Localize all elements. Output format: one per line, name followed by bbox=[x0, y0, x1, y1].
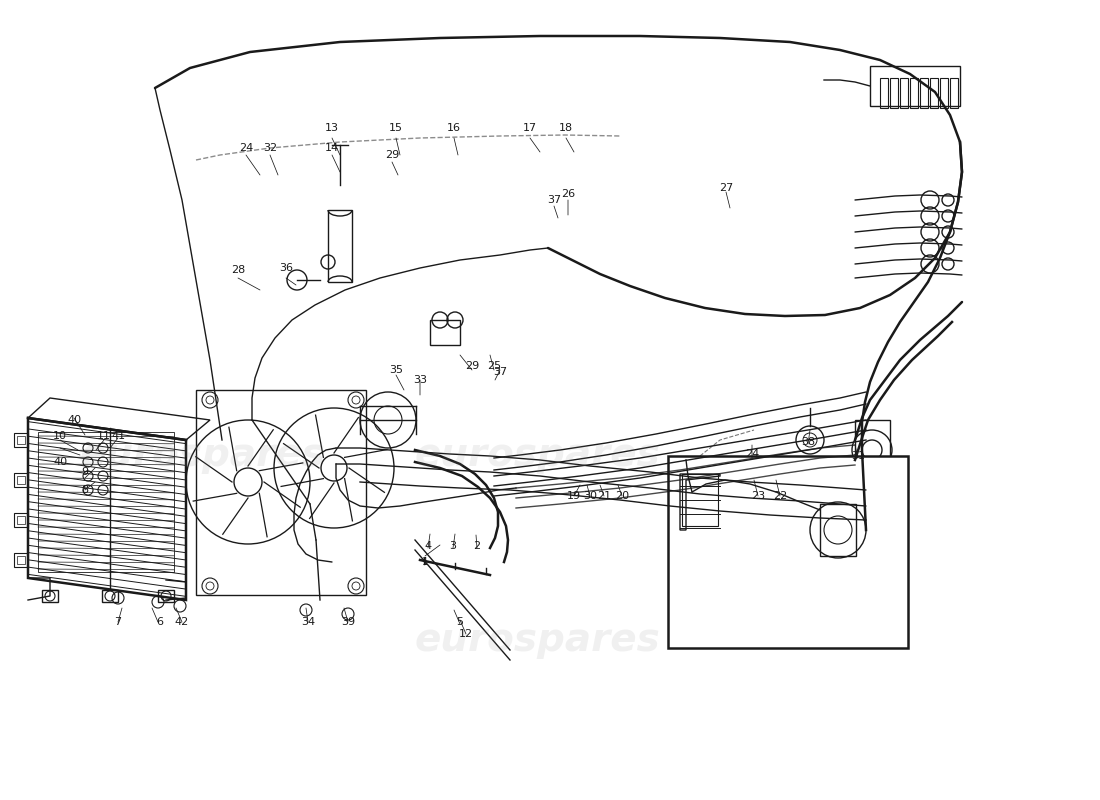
Bar bbox=[16, 516, 25, 524]
Bar bbox=[900, 78, 908, 108]
Bar bbox=[328, 210, 352, 282]
Text: eurospares: eurospares bbox=[415, 436, 661, 474]
Bar bbox=[42, 590, 58, 602]
Text: 3: 3 bbox=[450, 541, 456, 551]
Bar bbox=[910, 78, 918, 108]
Bar bbox=[920, 78, 928, 108]
Text: 31: 31 bbox=[851, 451, 865, 461]
Text: 33: 33 bbox=[412, 375, 427, 385]
Bar bbox=[940, 78, 948, 108]
Text: 12: 12 bbox=[459, 629, 473, 639]
Text: 4: 4 bbox=[425, 541, 431, 551]
Text: 20: 20 bbox=[615, 491, 629, 501]
Text: 15: 15 bbox=[389, 123, 403, 133]
Text: 39: 39 bbox=[341, 617, 355, 627]
Text: 34: 34 bbox=[301, 617, 315, 627]
Text: 16: 16 bbox=[447, 123, 461, 133]
Bar bbox=[682, 474, 718, 526]
Text: 8: 8 bbox=[81, 485, 89, 495]
Bar bbox=[16, 436, 25, 444]
Text: 42: 42 bbox=[175, 617, 189, 627]
Bar bbox=[950, 78, 958, 108]
Text: 32: 32 bbox=[263, 143, 277, 153]
Text: 9: 9 bbox=[81, 467, 89, 477]
Bar bbox=[930, 78, 938, 108]
Text: 23: 23 bbox=[751, 491, 766, 501]
Text: 2: 2 bbox=[473, 541, 481, 551]
Text: 10: 10 bbox=[53, 431, 67, 441]
Text: 29: 29 bbox=[385, 150, 399, 160]
Bar bbox=[855, 420, 890, 480]
Text: 13: 13 bbox=[324, 123, 339, 133]
Text: 30: 30 bbox=[583, 491, 597, 501]
Text: 21: 21 bbox=[597, 491, 612, 501]
Bar bbox=[820, 504, 856, 556]
Text: 37: 37 bbox=[547, 195, 561, 205]
Bar bbox=[102, 590, 118, 602]
Text: 25: 25 bbox=[487, 361, 502, 371]
Text: 17: 17 bbox=[522, 123, 537, 133]
Bar bbox=[158, 590, 174, 602]
Bar bbox=[14, 553, 28, 567]
Bar bbox=[16, 556, 25, 564]
Text: 28: 28 bbox=[231, 265, 245, 275]
Text: 5: 5 bbox=[456, 617, 463, 627]
Text: 40: 40 bbox=[53, 457, 67, 467]
Bar bbox=[14, 513, 28, 527]
Bar bbox=[14, 473, 28, 487]
Text: 22: 22 bbox=[773, 491, 788, 501]
Text: 27: 27 bbox=[719, 183, 733, 193]
Bar bbox=[668, 456, 907, 648]
Text: 6: 6 bbox=[156, 617, 164, 627]
Text: eurospares: eurospares bbox=[80, 436, 326, 474]
Text: 11: 11 bbox=[97, 431, 111, 441]
Bar bbox=[870, 66, 960, 106]
Text: 38: 38 bbox=[801, 437, 815, 447]
Text: 40: 40 bbox=[67, 415, 81, 425]
Text: 26: 26 bbox=[561, 189, 575, 199]
Bar bbox=[430, 320, 460, 345]
Bar bbox=[14, 433, 28, 447]
Text: 1: 1 bbox=[421, 557, 429, 567]
Text: 24: 24 bbox=[745, 449, 759, 459]
Bar bbox=[16, 476, 25, 484]
Bar bbox=[880, 78, 888, 108]
Text: 7: 7 bbox=[114, 617, 122, 627]
Text: 14: 14 bbox=[324, 143, 339, 153]
Bar bbox=[196, 390, 366, 595]
Text: 18: 18 bbox=[559, 123, 573, 133]
Text: 24: 24 bbox=[239, 143, 253, 153]
Text: 36: 36 bbox=[279, 263, 293, 273]
Text: 19: 19 bbox=[566, 491, 581, 501]
Text: 37: 37 bbox=[493, 367, 507, 377]
Text: eurospares: eurospares bbox=[415, 621, 661, 659]
Text: 29: 29 bbox=[465, 361, 480, 371]
Text: 41: 41 bbox=[111, 431, 125, 441]
Text: 35: 35 bbox=[389, 365, 403, 375]
Bar bbox=[890, 78, 898, 108]
Bar bbox=[39, 432, 174, 572]
